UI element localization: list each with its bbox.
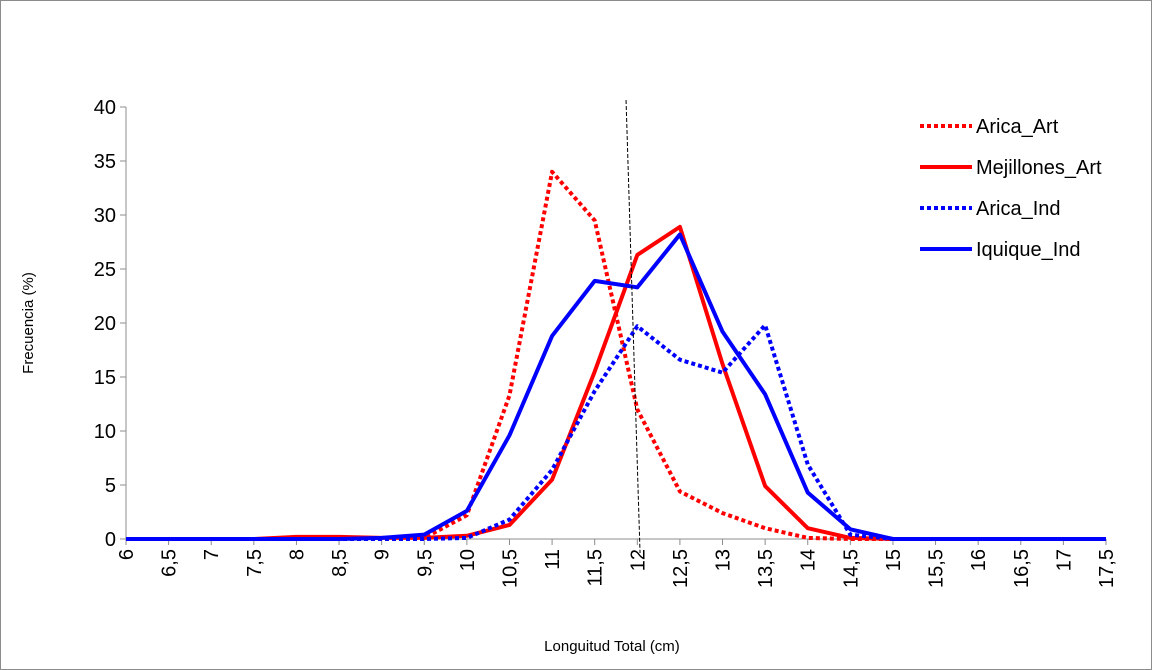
x-tick-label: 12,5 xyxy=(670,549,692,588)
y-tick-label: 25 xyxy=(94,259,116,281)
series-line-arica-ind xyxy=(126,323,1106,541)
x-tick-label: 9,5 xyxy=(414,549,436,577)
x-tick-label: 12 xyxy=(627,549,649,571)
y-tick-label: 5 xyxy=(105,475,116,497)
y-tick-label: 30 xyxy=(94,205,116,227)
y-axis-title: Frecuencia (%) xyxy=(20,272,37,374)
x-tick-label: 10,5 xyxy=(499,549,521,588)
x-tick-label: 14,5 xyxy=(840,549,862,588)
x-tick-label: 13,5 xyxy=(755,549,777,588)
reference-line-layer xyxy=(625,99,641,554)
x-tick-label: 11,5 xyxy=(585,549,607,586)
x-tick-label: 8 xyxy=(286,549,308,560)
y-axis: 0 5 10 15 20 25 30 35 40 xyxy=(94,97,127,551)
x-tick-label: 16,5 xyxy=(1011,549,1033,588)
x-tick-label: 7,5 xyxy=(244,549,266,577)
x-tick-label: 8,5 xyxy=(329,549,351,577)
x-tick-label: 16 xyxy=(968,549,990,571)
x-tick-label: 14 xyxy=(798,549,820,571)
x-tick-label: 13 xyxy=(713,549,735,571)
y-tick-label: 15 xyxy=(94,367,116,389)
reference-line xyxy=(625,99,641,554)
x-tick-label: 15,5 xyxy=(926,549,948,588)
legend-label: Mejillones_Art xyxy=(976,157,1102,179)
series-line-iquique-ind xyxy=(126,232,1106,541)
legend-label: Iquique_Ind xyxy=(976,239,1081,261)
legend-label: Arica_Art xyxy=(976,116,1059,138)
y-tick-label: 35 xyxy=(94,151,116,173)
x-tick-label: 6,5 xyxy=(159,549,181,577)
x-tick-label: 17,5 xyxy=(1096,549,1118,588)
x-tick-label: 11 xyxy=(542,549,564,570)
legend: Arica_Art Mejillones_Art Arica_Ind Iquique_… xyxy=(920,116,1102,261)
y-tick-label: 0 xyxy=(105,529,116,551)
x-axis-title: Longuitud Total (cm) xyxy=(544,638,680,655)
y-tick-label: 20 xyxy=(94,313,116,335)
x-tick-label: 6 xyxy=(116,549,138,560)
x-tick-label: 10 xyxy=(457,549,479,571)
series-line-mejillones-art xyxy=(126,224,1106,541)
x-tick-label: 15 xyxy=(883,549,905,571)
x-axis: 6 6,5 7 7,5 8 8,5 9 9,5 10 10,5 11 11,5 12 12,5 13 13,5… xyxy=(116,538,1118,588)
x-tick-label: 17 xyxy=(1053,549,1075,571)
x-tick-label: 7 xyxy=(201,549,223,560)
y-tick-label: 10 xyxy=(94,421,116,443)
x-tick-label: 9 xyxy=(372,549,394,560)
y-tick-label: 40 xyxy=(94,97,116,119)
series-layer xyxy=(126,169,1106,541)
legend-label: Arica_Ind xyxy=(976,198,1061,220)
